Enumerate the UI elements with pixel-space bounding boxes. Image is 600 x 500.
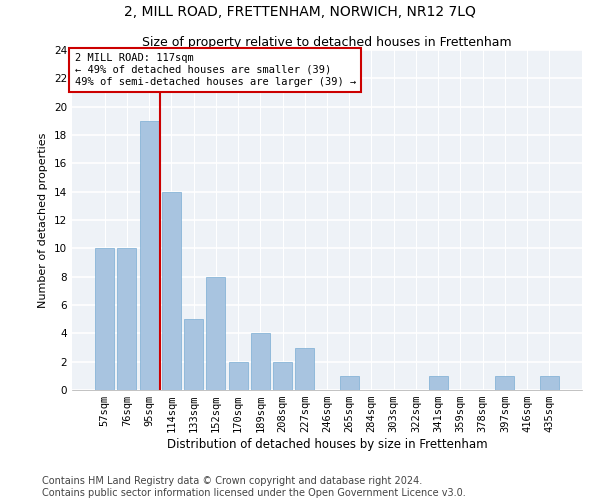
Bar bbox=[496, 376, 514, 390]
Y-axis label: Number of detached properties: Number of detached properties bbox=[38, 132, 49, 308]
Bar bbox=[540, 376, 559, 390]
Bar bbox=[206, 276, 225, 390]
Bar bbox=[295, 348, 314, 390]
Text: Contains HM Land Registry data © Crown copyright and database right 2024.
Contai: Contains HM Land Registry data © Crown c… bbox=[42, 476, 466, 498]
Bar bbox=[273, 362, 292, 390]
Bar bbox=[162, 192, 181, 390]
Bar bbox=[118, 248, 136, 390]
Bar bbox=[429, 376, 448, 390]
Bar bbox=[229, 362, 248, 390]
Bar bbox=[184, 319, 203, 390]
Bar bbox=[140, 121, 158, 390]
Text: 2 MILL ROAD: 117sqm
← 49% of detached houses are smaller (39)
49% of semi-detach: 2 MILL ROAD: 117sqm ← 49% of detached ho… bbox=[74, 54, 356, 86]
Bar bbox=[251, 334, 270, 390]
Bar bbox=[340, 376, 359, 390]
Title: Size of property relative to detached houses in Frettenham: Size of property relative to detached ho… bbox=[142, 36, 512, 49]
Text: 2, MILL ROAD, FRETTENHAM, NORWICH, NR12 7LQ: 2, MILL ROAD, FRETTENHAM, NORWICH, NR12 … bbox=[124, 5, 476, 19]
Bar bbox=[95, 248, 114, 390]
X-axis label: Distribution of detached houses by size in Frettenham: Distribution of detached houses by size … bbox=[167, 438, 487, 451]
